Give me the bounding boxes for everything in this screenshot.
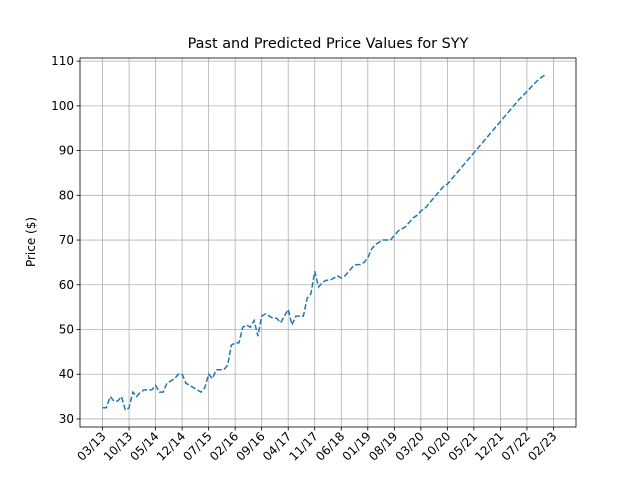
plot-frame [79,57,577,428]
y-tick-label: 110 [51,54,74,68]
chart-title: Past and Predicted Price Values for SYY [188,36,469,52]
y-tick-label: 70 [59,233,74,247]
y-tick-label: 100 [51,99,74,113]
y-tick-label: 50 [59,322,74,336]
price-line [102,73,547,412]
y-tick-label: 80 [59,188,74,202]
y-axis-label: Price ($) [24,217,38,267]
y-tick-label: 60 [59,278,74,292]
y-tick-label: 90 [59,144,74,158]
y-tick-label: 40 [59,367,74,381]
y-tick-label: 30 [59,412,74,426]
